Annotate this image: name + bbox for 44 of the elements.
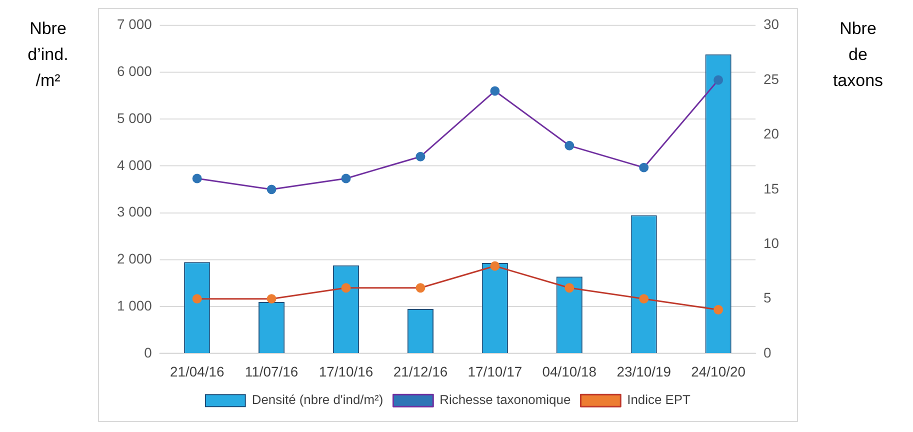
point <box>416 152 426 162</box>
point <box>192 294 202 304</box>
point <box>341 283 351 293</box>
y2-axis-title: Nbre de taxons <box>832 18 884 92</box>
y-tick-label: 7 000 <box>116 16 152 32</box>
point <box>266 184 276 194</box>
y2-tick-label: 0 <box>764 344 772 360</box>
y2-tick-label: 15 <box>764 180 780 196</box>
y-tick-label: 1 000 <box>116 297 152 314</box>
point <box>639 294 649 304</box>
point <box>192 174 202 184</box>
y-tick-label: 3 000 <box>116 204 152 220</box>
point <box>564 283 574 293</box>
x-tick-label: 21/12/16 <box>393 364 448 380</box>
y-tick-label: 6 000 <box>116 63 152 80</box>
point <box>416 283 426 293</box>
point <box>714 305 724 314</box>
y2-tick-label: 30 <box>764 16 780 32</box>
y-tick-label: 2 000 <box>116 250 152 267</box>
x-tick-label: 11/07/16 <box>244 364 298 380</box>
x-tick-label: 24/10/20 <box>691 364 746 380</box>
point <box>490 261 500 271</box>
y2-tick-label: 5 <box>764 290 772 306</box>
x-tick-label: 17/10/17 <box>468 364 522 380</box>
legend-label: Richesse taxonomique <box>440 392 571 408</box>
point <box>714 75 724 85</box>
x-tick-label: 21/04/16 <box>170 364 224 380</box>
point <box>266 294 276 304</box>
y-axis-title: Nbre d’ind. /m² <box>26 18 70 92</box>
y2-tick-label: 20 <box>764 126 780 142</box>
point <box>564 140 574 150</box>
y2-tick-label: 25 <box>764 70 780 87</box>
x-tick-label: 04/10/18 <box>542 364 597 380</box>
point <box>341 174 351 184</box>
x-tick-label: 17/10/16 <box>318 364 374 380</box>
legend-label: Densité (nbre d'ind/m²) <box>252 392 384 408</box>
point <box>639 162 649 172</box>
point <box>490 86 500 96</box>
y-tick-label: 4 000 <box>116 156 152 173</box>
x-tick-label: 23/10/19 <box>616 364 672 380</box>
y2-tick-label: 10 <box>764 234 780 251</box>
y-tick-label: 0 <box>144 344 152 360</box>
legend-label: Indice EPT <box>627 392 691 408</box>
y-tick-label: 5 000 <box>116 110 152 126</box>
